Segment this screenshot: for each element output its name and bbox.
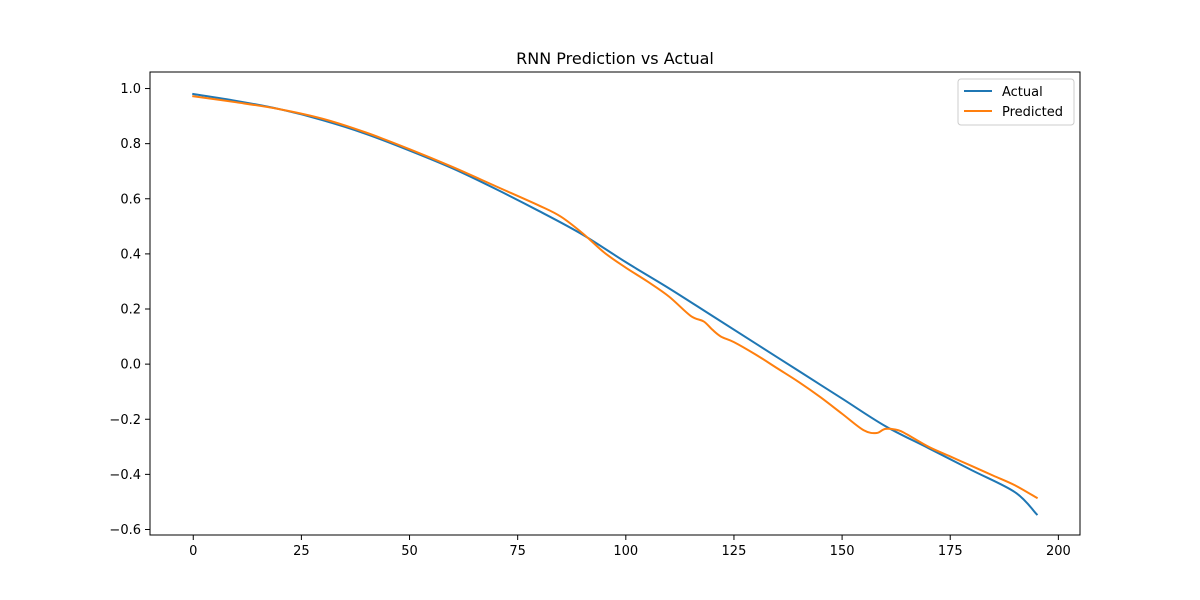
y-tick-label: 1.0 <box>120 82 141 97</box>
x-tick-label: 75 <box>509 544 526 559</box>
y-tick-label: 0.6 <box>120 192 141 207</box>
chart-title: RNN Prediction vs Actual <box>516 49 714 68</box>
y-tick-label: 0.4 <box>120 247 141 262</box>
y-tick-label: 0.0 <box>120 358 141 373</box>
x-tick-label: 100 <box>613 544 638 559</box>
axes-layer: 0 25 50 75 100 125 150 175 200 −0.6 −0.4 −0.2 0.0 0.2… <box>109 71 1081 559</box>
series-layer <box>192 92 1039 516</box>
legend-label-predicted: Predicted <box>1002 105 1063 120</box>
x-tick-label: 50 <box>401 544 418 559</box>
y-tick-label: 0.2 <box>120 303 141 318</box>
plot-frame <box>149 71 1081 536</box>
x-tick-label: 150 <box>830 544 855 559</box>
y-tick-label: −0.6 <box>109 523 141 538</box>
x-tick-label: 125 <box>722 544 747 559</box>
y-tick-label: −0.4 <box>109 468 141 483</box>
series-line-actual <box>192 92 1039 516</box>
x-tick-label: 200 <box>1046 544 1071 559</box>
y-tick-label: −0.2 <box>109 413 141 428</box>
x-tick-label: 175 <box>938 544 963 559</box>
x-tick-label: 0 <box>189 544 197 559</box>
x-tick-label: 25 <box>293 544 310 559</box>
legend: Actual Predicted <box>957 78 1075 126</box>
series-line-predicted <box>192 95 1039 500</box>
y-tick-label: 0.8 <box>120 137 141 152</box>
legend-label-actual: Actual <box>1002 85 1043 100</box>
